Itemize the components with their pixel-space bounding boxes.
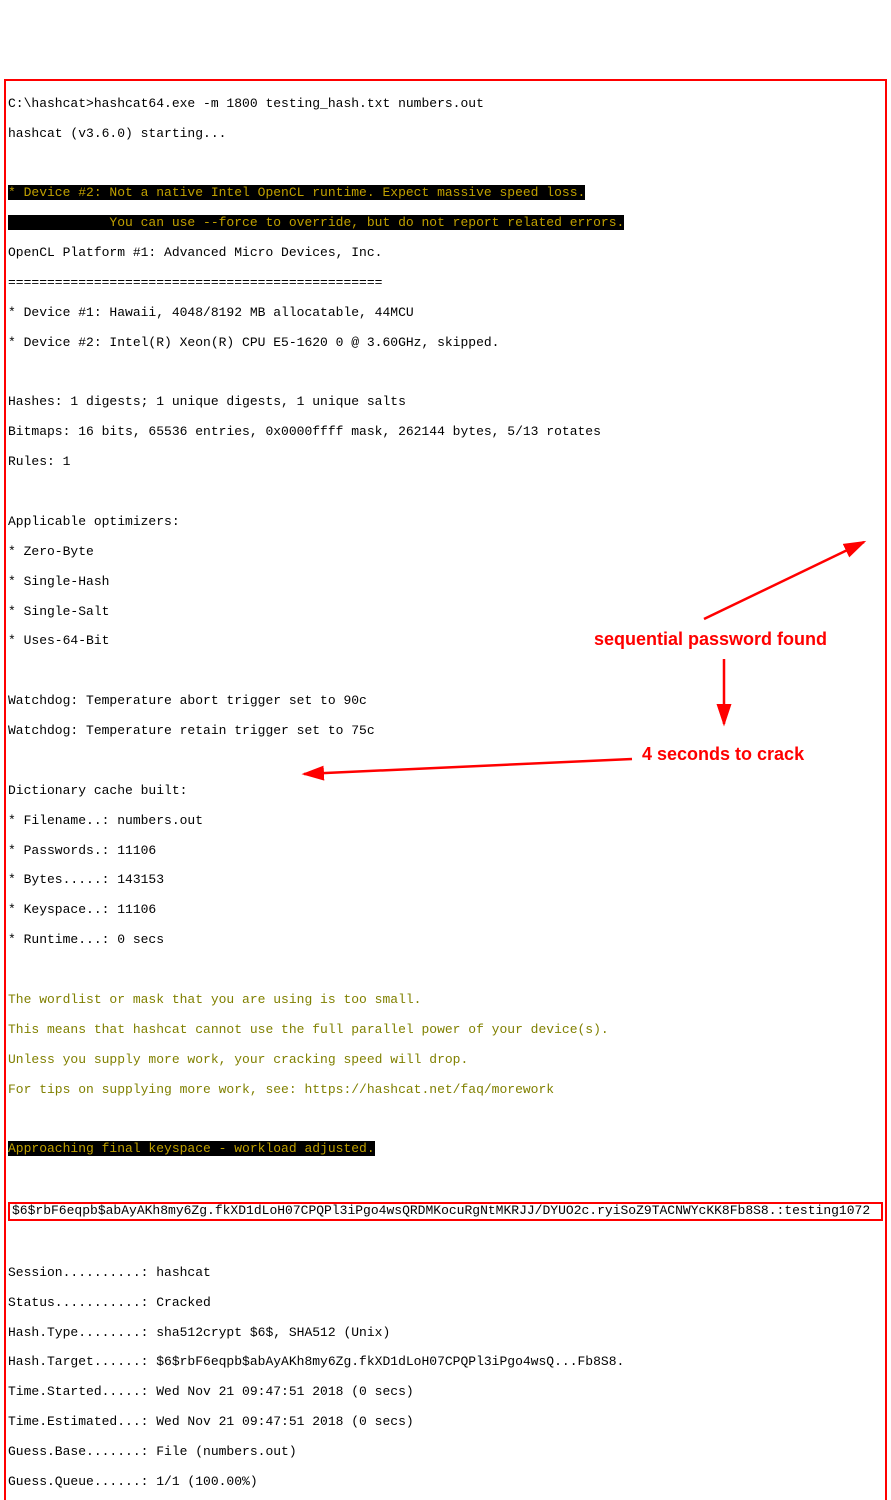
watchdog-line: Watchdog: Temperature retain trigger set…	[8, 724, 883, 739]
dict-runtime: * Runtime...: 0 secs	[8, 933, 883, 948]
time-started-line: Time.Started.....: Wed Nov 21 09:47:51 2…	[8, 1385, 883, 1400]
main-output-box: C:\hashcat>hashcat64.exe -m 1800 testing…	[4, 79, 887, 1500]
dict-filename: * Filename..: numbers.out	[8, 814, 883, 829]
wordlist-small-msg: For tips on supplying more work, see: ht…	[8, 1083, 883, 1098]
wordlist-small-msg: The wordlist or mask that you are using …	[8, 993, 883, 1008]
wordlist-small-msg: Unless you supply more work, your cracki…	[8, 1053, 883, 1068]
terminal-output: C:\hashcat>hashcat64.exe -m 1800 testing…	[4, 64, 887, 1500]
device-warning-2: You can use --force to override, but do …	[8, 215, 624, 230]
optimizer-item: * Zero-Byte	[8, 545, 883, 560]
guess-base-line: Guess.Base.......: File (numbers.out)	[8, 1445, 883, 1460]
cracked-hash-box: $6$rbF6eqpb$abAyAKh8my6Zg.fkXD1dLoH07CPQ…	[8, 1202, 883, 1221]
device-warning-1: * Device #2: Not a native Intel OpenCL r…	[8, 185, 585, 200]
rules-line: Rules: 1	[8, 455, 883, 470]
hashtype-line: Hash.Type........: sha512crypt $6$, SHA5…	[8, 1326, 883, 1341]
optimizer-item: * Single-Salt	[8, 605, 883, 620]
hashes-line: Hashes: 1 digests; 1 unique digests, 1 u…	[8, 395, 883, 410]
device-1-line: * Device #1: Hawaii, 4048/8192 MB alloca…	[8, 306, 883, 321]
startup-line: hashcat (v3.6.0) starting...	[8, 127, 883, 142]
platform-separator: ========================================…	[8, 276, 883, 291]
status-line: Status...........: Cracked	[8, 1296, 883, 1311]
time-estimated-line: Time.Estimated...: Wed Nov 21 09:47:51 2…	[8, 1415, 883, 1430]
optimizer-item: * Single-Hash	[8, 575, 883, 590]
dict-bytes: * Bytes.....: 143153	[8, 873, 883, 888]
wordlist-small-msg: This means that hashcat cannot use the f…	[8, 1023, 883, 1038]
watchdog-line: Watchdog: Temperature abort trigger set …	[8, 694, 883, 709]
optimizers-header: Applicable optimizers:	[8, 515, 883, 530]
cracked-hash-line: $6$rbF6eqpb$abAyAKh8my6Zg.fkXD1dLoH07CPQ…	[12, 1203, 870, 1218]
dict-keyspace: * Keyspace..: 11106	[8, 903, 883, 918]
annotation-sequential: sequential password found	[594, 629, 827, 650]
dict-passwords: * Passwords.: 11106	[8, 844, 883, 859]
opencl-platform: OpenCL Platform #1: Advanced Micro Devic…	[8, 246, 883, 261]
device-2-line: * Device #2: Intel(R) Xeon(R) CPU E5-162…	[8, 336, 883, 351]
guess-queue-line: Guess.Queue......: 1/1 (100.00%)	[8, 1475, 883, 1490]
session-line: Session..........: hashcat	[8, 1266, 883, 1281]
approaching-keyspace: Approaching final keyspace - workload ad…	[8, 1141, 375, 1156]
bitmaps-line: Bitmaps: 16 bits, 65536 entries, 0x0000f…	[8, 425, 883, 440]
hashtarget-line: Hash.Target......: $6$rbF6eqpb$abAyAKh8m…	[8, 1355, 883, 1370]
annotation-4-seconds: 4 seconds to crack	[642, 744, 804, 765]
command-line: C:\hashcat>hashcat64.exe -m 1800 testing…	[8, 97, 883, 112]
dict-header: Dictionary cache built:	[8, 784, 883, 799]
